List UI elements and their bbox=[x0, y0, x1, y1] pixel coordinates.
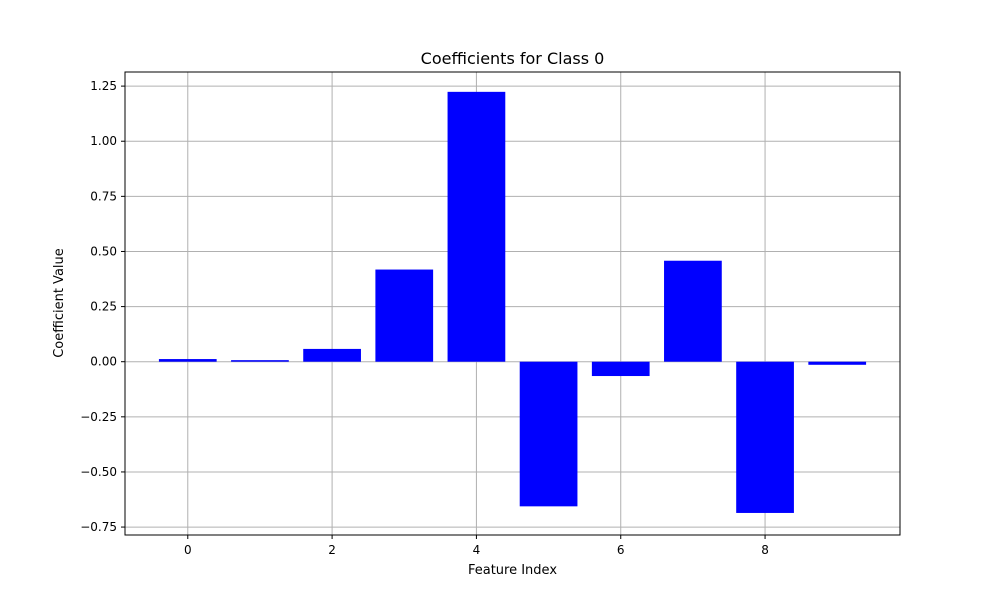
y-axis: 1.25 1.00 0.75 0.50 0.25 0.00 −0.25 −0.50 −0.75 bbox=[80, 79, 125, 534]
y-tick-label: 1.00 bbox=[90, 134, 117, 148]
bar-feature-9 bbox=[808, 361, 867, 365]
y-tick-label: 0.25 bbox=[90, 300, 117, 314]
bar-feature-3 bbox=[375, 269, 434, 362]
y-tick-label: −0.75 bbox=[80, 520, 117, 534]
x-tick-label: 8 bbox=[761, 543, 769, 557]
bar-feature-5 bbox=[519, 361, 578, 507]
bar-feature-4 bbox=[447, 91, 506, 362]
bars bbox=[158, 91, 867, 513]
x-axis-label: Feature Index bbox=[468, 563, 557, 578]
y-tick-label: 0.00 bbox=[90, 355, 117, 369]
x-tick-label: 2 bbox=[328, 543, 336, 557]
y-tick-label: 0.75 bbox=[90, 189, 117, 203]
bar-feature-6 bbox=[591, 361, 650, 377]
x-tick-label: 0 bbox=[184, 543, 192, 557]
y-axis-label: Coefficient Value bbox=[52, 248, 67, 358]
chart-title: Coefficients for Class 0 bbox=[421, 49, 605, 68]
x-tick-label: 4 bbox=[473, 543, 481, 557]
bar-feature-2 bbox=[303, 348, 361, 362]
bar-feature-0 bbox=[158, 359, 217, 362]
y-tick-label: −0.25 bbox=[80, 410, 117, 424]
bar-feature-7 bbox=[664, 260, 722, 362]
y-tick-label: −0.50 bbox=[80, 465, 117, 479]
x-axis: 0 2 4 6 8 bbox=[184, 535, 769, 557]
y-tick-label: 0.50 bbox=[90, 244, 117, 258]
x-tick-label: 6 bbox=[617, 543, 625, 557]
bar-feature-1 bbox=[231, 360, 289, 362]
y-tick-label: 1.25 bbox=[90, 79, 117, 93]
bar-feature-8 bbox=[736, 361, 794, 513]
plot-frame bbox=[124, 71, 901, 536]
